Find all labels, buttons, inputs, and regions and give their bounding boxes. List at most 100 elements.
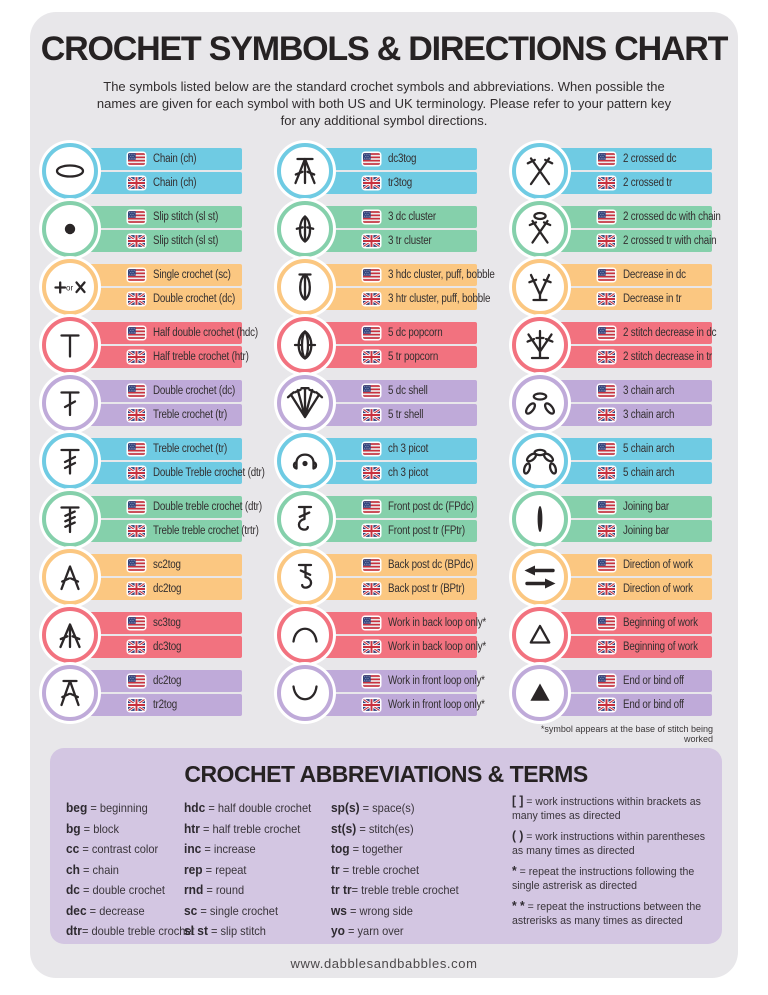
double-treble-crochet-icon — [60, 506, 80, 534]
uk-term-band: 5 tr popcorn — [323, 346, 477, 368]
symbol-entry: sc2tog dc2tog — [42, 549, 242, 607]
uk-flag-icon — [598, 467, 615, 479]
us-term-band: 3 chain arch — [558, 380, 712, 402]
us-term-label: 3 dc cluster — [388, 211, 436, 223]
term-bands: End or bind off End or bind off — [558, 670, 712, 716]
page-title: CROCHET SYMBOLS & DIRECTIONS CHART — [40, 30, 729, 68]
abbreviation-definition: = round — [203, 883, 245, 897]
us-flag-icon — [598, 153, 615, 165]
abbreviation-term: yo — [331, 923, 345, 938]
abbreviation-entry: hdc = half double crochet — [184, 798, 311, 819]
term-bands: Chain (ch) Chain (ch) — [88, 148, 242, 194]
chart-card: CROCHET SYMBOLS & DIRECTIONS CHART The s… — [30, 12, 738, 978]
term-bands: Decrease in dc Decrease in tr — [558, 264, 712, 310]
svg-text:or: or — [66, 284, 73, 293]
uk-term-band: Half treble crochet (htr) — [88, 346, 249, 368]
term-bands: 3 dc cluster 3 tr cluster — [323, 206, 477, 252]
5-dc-popcorn-icon — [293, 330, 317, 360]
us-term-band: Work in back loop only* — [323, 612, 486, 634]
abbrev-column-1: beg = beginning bg = block cc = contrast c… — [66, 798, 206, 942]
abbreviation-term: ( ) — [512, 829, 524, 843]
term-bands: 5 dc popcorn 5 tr popcorn — [323, 322, 477, 368]
us-term-band: Double crochet (dc) — [88, 380, 242, 402]
symbol-circle — [512, 259, 568, 315]
us-flag-icon — [363, 269, 380, 281]
uk-term-label: 2 crossed tr with chain — [623, 235, 717, 247]
uk-flag-icon — [598, 641, 615, 653]
us-flag-icon — [128, 385, 145, 397]
symbol-circle — [42, 143, 98, 199]
abbreviation-definition: = beginning — [87, 801, 148, 815]
symbol-entry: sc3tog dc3tog — [42, 607, 242, 665]
abbreviation-term: rep — [184, 861, 203, 877]
uk-term-label: Direction of work — [623, 583, 693, 595]
term-bands: ch 3 picot ch 3 picot — [323, 438, 477, 484]
abbreviation-definition: = repeat the instructions between the as… — [512, 901, 702, 927]
term-bands: 2 crossed dc 2 crossed tr — [558, 148, 712, 194]
uk-term-band: dc2tog — [88, 578, 242, 600]
us-flag-icon — [128, 617, 145, 629]
abbreviation-term: cc — [66, 841, 80, 856]
abbreviation-term: hdc — [184, 800, 206, 815]
us-term-label: 5 dc popcorn — [388, 327, 443, 339]
symbol-circle — [277, 491, 333, 547]
abbreviation-term: dtr — [66, 923, 82, 938]
3-chain-arch-icon — [524, 392, 556, 415]
abbreviation-entry: inc = increase — [184, 839, 311, 860]
us-term-band: Front post dc (FPdc) — [323, 496, 477, 518]
abbreviation-term: * — [512, 864, 517, 878]
symbol-entry: 5 chain arch 5 chain arch — [512, 433, 712, 491]
term-bands: 2 stitch decrease in dc 2 stitch decrease… — [558, 322, 717, 368]
abbreviation-entry: yo = yarn over — [331, 921, 459, 942]
symbol-circle — [277, 665, 333, 721]
us-term-band: dc2tog — [88, 670, 242, 692]
symbol-circle — [277, 259, 333, 315]
us-term-label: Work in back loop only* — [388, 617, 487, 629]
abbreviation-term: bg — [66, 820, 81, 836]
symbol-grid: Chain (ch) Chain (ch) Slip stitch (sl st) S… — [42, 143, 721, 723]
symbol-circle — [42, 317, 98, 373]
us-term-label: Treble crochet (tr) — [153, 443, 228, 455]
uk-term-label: End or bind off — [623, 699, 684, 711]
uk-flag-icon — [363, 351, 380, 363]
us-flag-icon — [363, 327, 380, 339]
abbreviations-title: CROCHET ABBREVIATIONS & TERMS — [184, 761, 588, 787]
us-term-band: 2 stitch decrease in dc — [558, 322, 717, 344]
us-term-label: Double treble crochet (dtr) — [153, 501, 262, 513]
us-flag-icon — [363, 153, 380, 165]
abbreviation-entry: * * = repeat the instructions between th… — [512, 899, 706, 928]
abbreviation-term: inc — [184, 841, 202, 856]
symbol-entry: Work in back loop only* Work in back loop… — [277, 607, 486, 665]
abbreviation-term: sp(s) — [331, 800, 360, 815]
abbreviation-definition: = repeat the instructions following the … — [512, 866, 695, 892]
term-bands: Double treble crochet (dtr) Treble treble… — [88, 496, 262, 542]
symbol-entry: ch 3 picot ch 3 picot — [277, 433, 477, 491]
symbol-circle — [512, 143, 568, 199]
joining-bar-icon — [537, 506, 543, 532]
abbrev-column-2: hdc = half double crochet htr = half treb… — [184, 798, 322, 942]
term-bands: Double crochet (dc) Treble crochet (tr) — [88, 380, 242, 426]
us-term-label: 5 chain arch — [623, 443, 675, 455]
uk-term-band: 3 chain arch — [558, 404, 712, 426]
uk-term-band: Double crochet (dc) — [88, 288, 242, 310]
uk-flag-icon — [363, 409, 380, 421]
2-stitch-decrease-icon — [526, 329, 554, 360]
us-term-label: sc2tog — [153, 559, 181, 571]
symbol-entry: Back post dc (BPdc) Back post tr (BPtr) — [277, 549, 477, 607]
term-bands: Front post dc (FPdc) Front post tr (FPtr) — [323, 496, 477, 542]
abbreviation-entry: [ ] = work instructions within brackets … — [512, 794, 706, 823]
symbol-entry: 3 hdc cluster, puff, bobble 3 htr cluster… — [277, 259, 495, 317]
chain-icon — [55, 164, 85, 178]
abbreviation-term: beg — [66, 800, 88, 815]
uk-term-label: Slip stitch (sl st) — [153, 235, 219, 247]
symbol-entry: Double treble crochet (dtr) Treble treble… — [42, 491, 262, 549]
us-term-band: sc3tog — [88, 612, 242, 634]
symbol-entry: End or bind off End or bind off — [512, 665, 712, 723]
symbol-entry: Chain (ch) Chain (ch) — [42, 143, 242, 201]
symbol-entry: 2 stitch decrease in dc 2 stitch decrease… — [512, 317, 717, 375]
us-term-label: Beginning of work — [623, 617, 698, 629]
abbreviation-definition: = wrong side — [346, 903, 413, 918]
us-term-label: Decrease in dc — [623, 269, 686, 281]
term-bands: Work in back loop only* Work in back loop… — [323, 612, 486, 658]
symbol-circle — [512, 491, 568, 547]
